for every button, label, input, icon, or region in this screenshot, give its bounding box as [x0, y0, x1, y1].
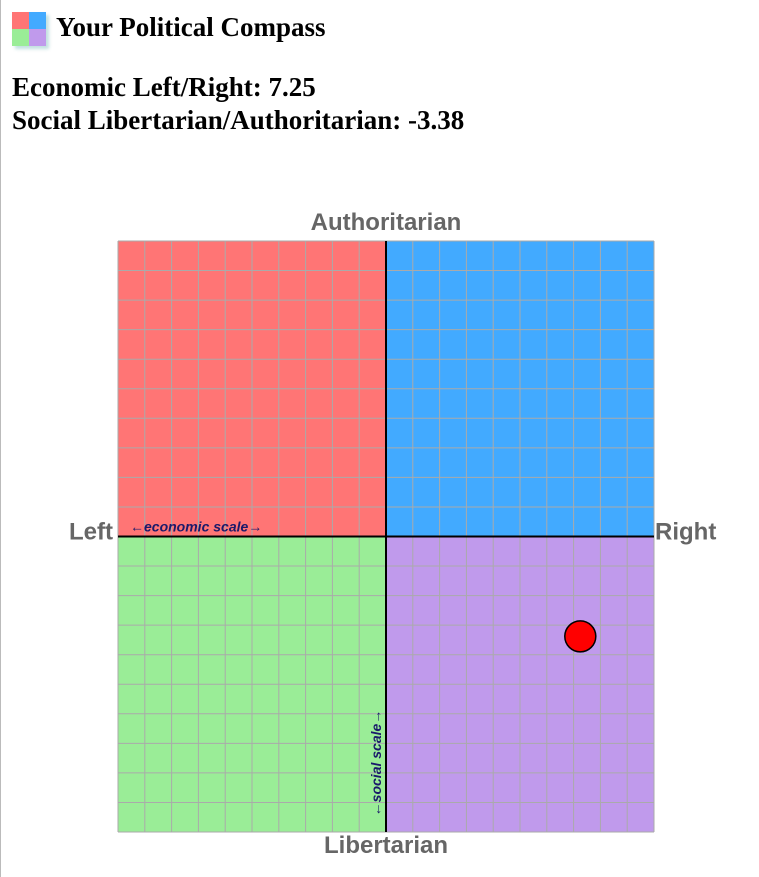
page-title: Your Political Compass	[56, 12, 326, 42]
logo-icon	[12, 12, 49, 49]
score-value: 7.25	[268, 72, 315, 102]
score-label: Economic Left/Right:	[12, 72, 262, 102]
axis-label: Left	[69, 519, 113, 546]
social-score: Social Libertarian/Authoritarian: -3.38	[12, 105, 464, 135]
score-label: Social Libertarian/Authoritarian:	[12, 105, 401, 135]
point	[564, 620, 597, 653]
scale-label: ←social scale→	[368, 710, 384, 817]
compass: Authoritarian Libertarian Left Right ←econom…	[69, 209, 716, 859]
scale-label: ←economic scale→	[130, 519, 262, 535]
axis-label: Libertarian	[324, 832, 448, 859]
economic-score: Economic Left/Right: 7.25	[12, 72, 316, 102]
axis-label: Right	[655, 519, 716, 546]
axis-label: Authoritarian	[311, 209, 462, 236]
score-value: -3.38	[408, 105, 464, 135]
